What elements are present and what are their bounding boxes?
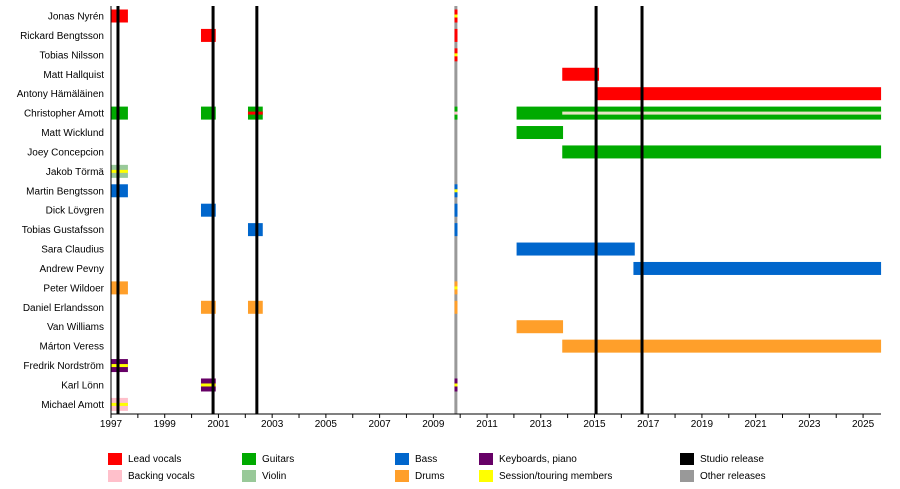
x-tick-label: 2017	[637, 419, 660, 430]
x-tick-label: 2019	[691, 419, 714, 430]
legend-swatch	[395, 470, 409, 482]
x-tick-label: 2009	[422, 419, 445, 430]
member-bar-lead_vocals	[597, 87, 882, 101]
legend-label: Session/touring members	[499, 470, 613, 482]
member-label: Sara Claudius	[41, 245, 104, 256]
legend-label: Other releases	[700, 470, 766, 482]
member-label: Matt Wicklund	[41, 128, 104, 139]
member-stripe-session	[454, 53, 458, 57]
legend-label: Studio release	[700, 453, 764, 465]
member-bar-lead_vocals	[562, 67, 600, 81]
member-bar-bass	[454, 203, 458, 217]
member-label: Antony Hämäläinen	[17, 89, 104, 100]
member-label: Karl Lönn	[61, 380, 104, 391]
legend-swatch	[242, 453, 256, 465]
member-bar-drums	[516, 320, 564, 334]
member-stripe-backing_vocals	[454, 111, 458, 115]
x-tick-label: 2011	[476, 419, 498, 430]
legend-item-studio: Studio release	[680, 453, 764, 465]
member-label: Peter Wildoer	[43, 283, 104, 294]
x-tick-label: 2015	[583, 419, 606, 430]
member-bar-drums	[562, 339, 882, 353]
legend-item-lead_vocals: Lead vocals	[108, 453, 181, 465]
legend-item-violin: Violin	[242, 470, 286, 482]
x-tick-label: 2013	[530, 419, 553, 430]
legend-label: Backing vocals	[128, 470, 195, 482]
member-stripe-session	[454, 189, 458, 193]
member-label: Michael Amott	[41, 400, 104, 411]
legend-label: Bass	[415, 453, 438, 465]
x-tick-label: 1999	[154, 419, 177, 430]
legend-swatch	[680, 453, 694, 465]
member-label: Jonas Nyrén	[48, 12, 104, 23]
member-label: Dick Lövgren	[46, 206, 104, 217]
x-tick-label: 2003	[261, 419, 284, 430]
member-stripe-session	[200, 383, 216, 387]
legend-item-bass: Bass	[395, 453, 437, 465]
member-bar-guitars	[562, 145, 882, 159]
x-tick-label: 2025	[852, 419, 875, 430]
legend-item-session: Session/touring members	[479, 470, 612, 482]
legend-item-keyboards: Keyboards, piano	[479, 453, 577, 465]
member-label: Christopher Amott	[24, 109, 104, 120]
x-tick-label: 2021	[745, 419, 768, 430]
legend-label: Drums	[415, 470, 445, 482]
x-tick-label: 2023	[798, 419, 821, 430]
member-label: Tobias Nilsson	[40, 50, 104, 61]
legend-swatch	[479, 470, 493, 482]
member-bar-guitars	[516, 126, 564, 140]
member-label: Van Williams	[47, 322, 104, 333]
member-label: Fredrik Nordström	[23, 361, 104, 372]
legend-item-guitars: Guitars	[242, 453, 294, 465]
legend-swatch	[108, 470, 122, 482]
member-bar-drums	[454, 300, 458, 314]
legend-label: Keyboards, piano	[499, 453, 577, 465]
member-label: Andrew Pevny	[40, 264, 104, 275]
member-label: Jakob Törmä	[46, 167, 105, 178]
x-tick-label: 1997	[100, 419, 123, 430]
member-label: Márton Veress	[40, 342, 104, 353]
member-bar-lead_vocals	[454, 28, 458, 42]
member-stripe-session	[454, 286, 458, 290]
member-bar-bass	[454, 223, 458, 237]
member-label: Rickard Bengtsson	[20, 31, 104, 42]
legend-label: Lead vocals	[128, 453, 182, 465]
member-label: Daniel Erlandsson	[23, 303, 104, 314]
member-bar-bass	[516, 242, 635, 256]
legend-label: Guitars	[262, 453, 295, 465]
member-label: Tobias Gustafsson	[22, 225, 104, 236]
x-tick-label: 2005	[315, 419, 338, 430]
member-bar-bass	[633, 261, 882, 275]
legend-swatch	[479, 453, 493, 465]
x-tick-label: 2007	[368, 419, 391, 430]
legend-swatch	[242, 470, 256, 482]
legend-swatch	[108, 453, 122, 465]
member-label: Matt Hallquist	[43, 70, 104, 81]
member-stripe-session	[454, 14, 458, 18]
legend-item-drums: Drums	[395, 470, 444, 482]
member-label: Joey Concepcion	[27, 147, 104, 158]
member-stripe-pale	[562, 111, 882, 115]
member-label: Martin Bengtsson	[26, 186, 104, 197]
legend-item-backing_vocals: Backing vocals	[108, 470, 195, 482]
legend-label: Violin	[262, 470, 287, 482]
legend-swatch	[680, 470, 694, 482]
legend-swatch	[395, 453, 409, 465]
member-stripe-session	[454, 383, 458, 387]
legend-item-other: Other releases	[680, 470, 766, 482]
x-tick-label: 2001	[207, 419, 230, 430]
